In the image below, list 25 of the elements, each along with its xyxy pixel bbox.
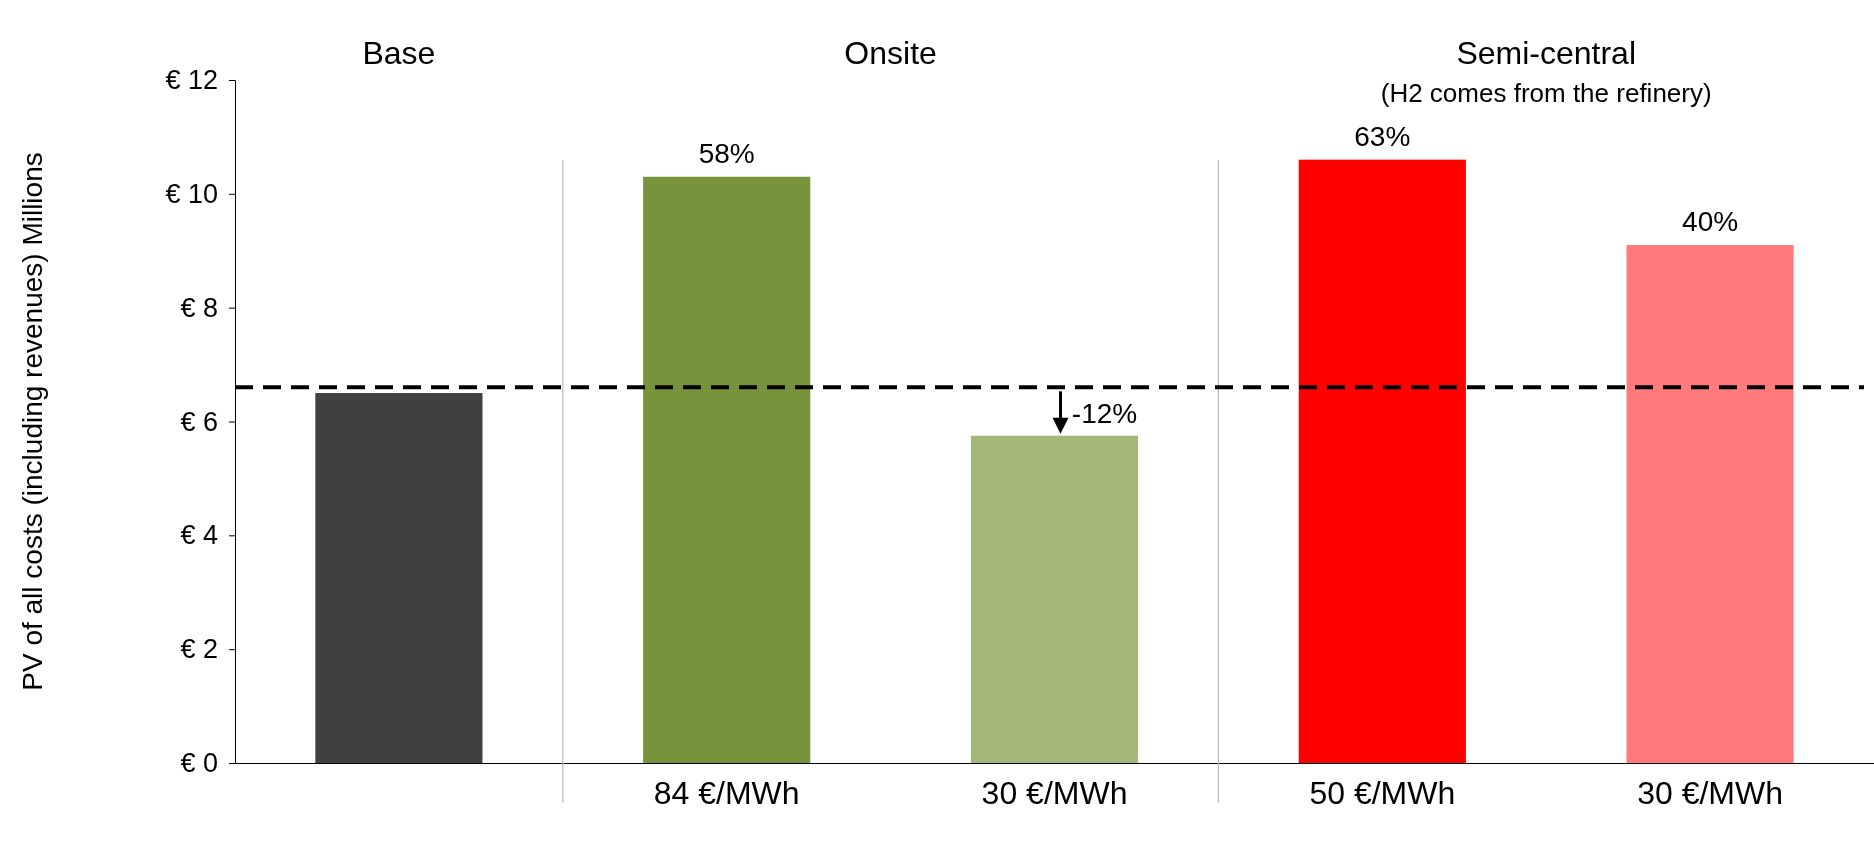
annotation: 63% bbox=[1354, 120, 1411, 152]
bar bbox=[315, 393, 483, 763]
y-tick-label: € 6 bbox=[180, 406, 218, 437]
text: Onsite bbox=[844, 35, 937, 71]
bar bbox=[970, 435, 1139, 763]
annotation: 40% bbox=[1682, 206, 1739, 238]
y-tick-label: € 2 bbox=[180, 634, 218, 665]
bar bbox=[1626, 245, 1794, 763]
text: Base bbox=[362, 35, 436, 71]
y-tick-label: € 10 bbox=[165, 178, 218, 209]
y-axis-title: PV of all costs (including revenues) Millions bbox=[17, 152, 48, 691]
annotation: (H2 comes from the refinery) bbox=[1380, 78, 1712, 108]
text: Semi-central bbox=[1456, 35, 1636, 71]
bar bbox=[1298, 159, 1466, 763]
y-tick-label: € 4 bbox=[180, 520, 218, 551]
y-tick-label: € 8 bbox=[180, 292, 218, 323]
x-tick-label: 50 €/MWh bbox=[1309, 775, 1456, 811]
x-tick-label: 30 €/MWh bbox=[981, 775, 1128, 811]
x-tick-label: 30 €/MWh bbox=[1637, 775, 1784, 811]
bar bbox=[643, 176, 811, 763]
annotation: 58% bbox=[698, 137, 755, 169]
y-tick-label: € 0 bbox=[180, 748, 218, 779]
y-tick-label: € 12 bbox=[165, 65, 218, 96]
x-tick-label: 84 €/MWh bbox=[653, 775, 800, 811]
annotation: -12% bbox=[1071, 398, 1138, 430]
